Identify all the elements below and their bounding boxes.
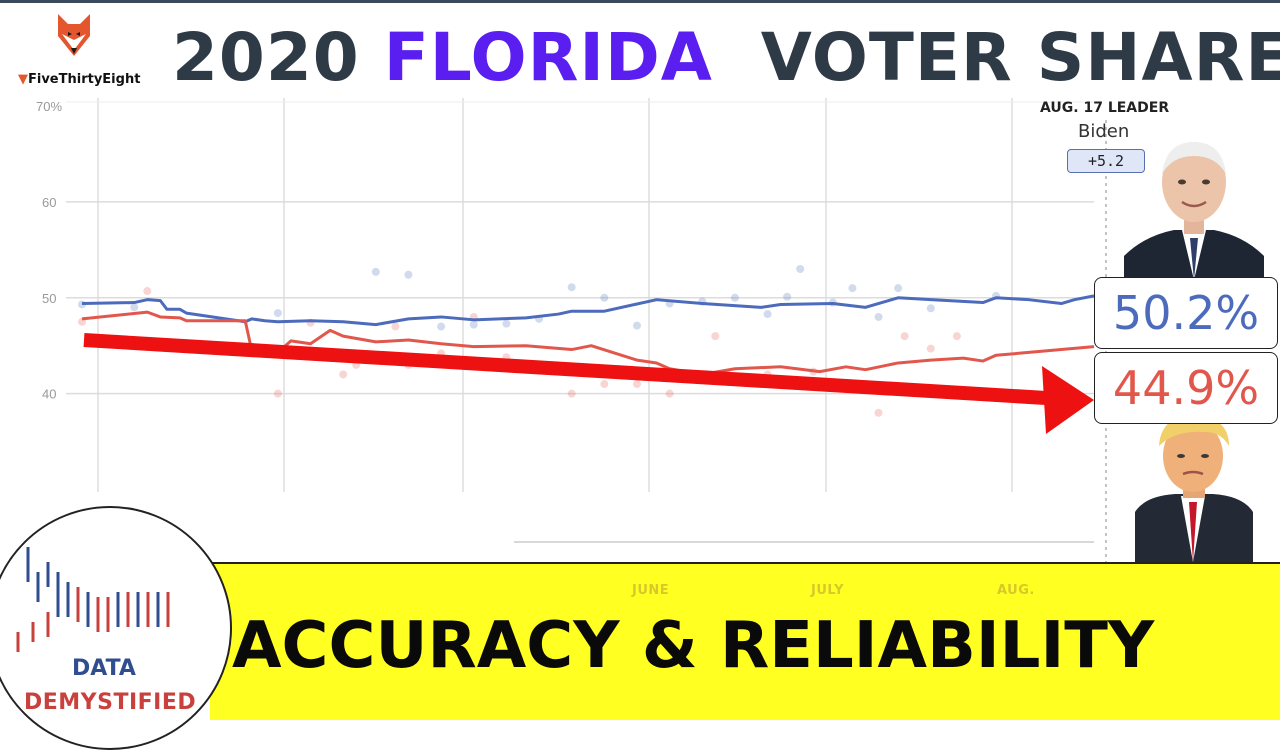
biden-poll-dot bbox=[567, 283, 576, 292]
leader-label: AUG. 17 LEADER bbox=[1040, 100, 1170, 116]
data-demystified-logo: DATA DEMYSTIFIED bbox=[0, 506, 232, 750]
biden-poll-dot bbox=[730, 293, 739, 302]
arrow-shaft bbox=[83, 333, 1047, 405]
biden-poll-dot bbox=[763, 310, 772, 319]
trump-portrait bbox=[1135, 415, 1253, 562]
biden-poll-dot bbox=[796, 265, 805, 273]
page-title: 2020 FLORIDA VOTER SHARE bbox=[172, 18, 1280, 98]
trump-poll-dot bbox=[600, 380, 609, 389]
margin-badge: +5.2 bbox=[1067, 149, 1145, 173]
biden-poll-dot bbox=[848, 284, 857, 293]
biden-poll-dot bbox=[404, 270, 413, 279]
biden-poll-dot bbox=[874, 312, 883, 321]
biden-poll-dot bbox=[502, 319, 511, 328]
axis-labels: 40 50 60 70% bbox=[36, 99, 62, 402]
title-banner bbox=[210, 562, 1280, 720]
biden-poll-dot bbox=[437, 322, 446, 331]
trump-poll-dot bbox=[632, 380, 641, 389]
bar-pattern-icon bbox=[16, 547, 170, 652]
trump-percentage: 44.9% bbox=[1094, 352, 1278, 424]
trend-arrow bbox=[83, 333, 1094, 434]
biden-percentage: 50.2% bbox=[1094, 277, 1278, 349]
y-tick-label: 50 bbox=[42, 291, 56, 306]
biden-poll-dot bbox=[926, 304, 935, 313]
voter-share-chart: 40 50 60 70% bbox=[36, 98, 1107, 610]
trump-poll-dot bbox=[900, 332, 909, 341]
biden-poll-dot bbox=[273, 309, 282, 318]
y-top-label: 70% bbox=[36, 99, 62, 114]
trump-poll-dot bbox=[273, 389, 282, 398]
biden-poll-dot bbox=[371, 267, 380, 276]
biden-poll-dot bbox=[783, 292, 792, 301]
fox-small-icon: ▼ bbox=[18, 72, 28, 87]
trump-poll-dot bbox=[665, 389, 674, 398]
badge-line-2: DEMYSTIFIED bbox=[24, 690, 197, 715]
leader-name: Biden bbox=[1078, 121, 1130, 142]
fivethirtyeight-brand: ▼FiveThirtyEight bbox=[14, 10, 144, 90]
y-tick-label: 60 bbox=[42, 195, 56, 210]
series-lines bbox=[81, 294, 1095, 376]
biden-poll-dot bbox=[130, 303, 139, 312]
biden-poll-dot bbox=[469, 320, 478, 329]
y-tick-label: 40 bbox=[42, 387, 56, 402]
trump-poll-dot bbox=[952, 332, 961, 341]
title-highlight: FLORIDA bbox=[383, 19, 713, 96]
trump-poll-dot bbox=[339, 370, 348, 379]
brand-name: FiveThirtyEight bbox=[28, 72, 141, 87]
series-line-biden bbox=[81, 294, 1095, 327]
trump-poll-dot bbox=[874, 408, 883, 417]
title-year: 2020 bbox=[172, 19, 360, 96]
title-rest: VOTER SHARE bbox=[760, 19, 1280, 96]
biden-poll-dot bbox=[894, 284, 903, 293]
month-label-june: JUNE bbox=[632, 583, 670, 598]
trump-poll-dot bbox=[711, 332, 720, 341]
fox-logo-icon bbox=[58, 14, 90, 56]
trump-poll-dot bbox=[143, 287, 152, 296]
month-label-aug: AUG. bbox=[997, 583, 1035, 598]
trump-poll-dot bbox=[926, 344, 935, 353]
trump-poll-dot bbox=[391, 322, 400, 331]
biden-portrait bbox=[1124, 142, 1264, 280]
badge-line-1: DATA bbox=[72, 656, 136, 681]
month-label-july: JULY bbox=[811, 583, 845, 598]
top-border bbox=[0, 0, 1280, 3]
trump-poll-dot bbox=[567, 389, 576, 398]
banner-headline: ACCURACY & RELIABILITY bbox=[232, 609, 1155, 683]
biden-poll-dot bbox=[600, 293, 609, 302]
arrow-head bbox=[1042, 366, 1094, 434]
biden-poll-dot bbox=[632, 321, 641, 330]
